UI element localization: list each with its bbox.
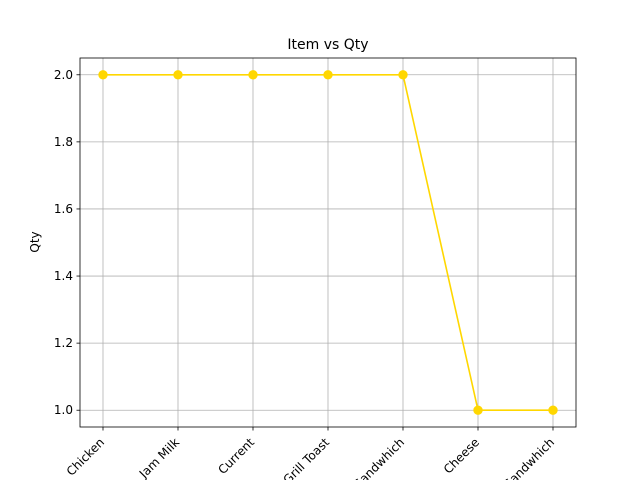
x-tick-label: Jam Milk: [136, 435, 182, 480]
data-point: [398, 70, 408, 80]
x-tick-label: Sandwhich: [501, 435, 557, 480]
y-tick-label: 1.6: [54, 202, 73, 216]
data-point: [548, 405, 558, 415]
x-tick-label: Current: [215, 435, 257, 477]
y-tick-label: 1.4: [54, 269, 73, 283]
y-tick-label: 1.8: [54, 135, 73, 149]
plot-frame: [79, 57, 577, 428]
x-tick-label: Grill Toast: [281, 435, 333, 480]
data-point: [98, 70, 108, 80]
data-point: [323, 70, 333, 80]
y-tick-label: 2.0: [54, 68, 73, 82]
y-tick-label: 1.0: [54, 403, 73, 417]
data-point: [173, 70, 183, 80]
x-tick-label: Chicken: [64, 435, 107, 478]
x-tick-label: Sandwhich: [351, 435, 407, 480]
data-point: [473, 405, 483, 415]
series-layer: [98, 70, 558, 415]
chart-title: Item vs Qty: [287, 37, 368, 53]
axis-ticks: 1.0 1.2 1.4 1.6 1.8 2.0 Chicken Jam Milk Current…: [54, 68, 557, 480]
y-axis-label: Qty: [28, 231, 42, 252]
x-tick-label: Cheese: [441, 435, 482, 476]
data-point: [248, 70, 258, 80]
grid: [80, 58, 576, 427]
y-tick-label: 1.2: [54, 336, 73, 350]
